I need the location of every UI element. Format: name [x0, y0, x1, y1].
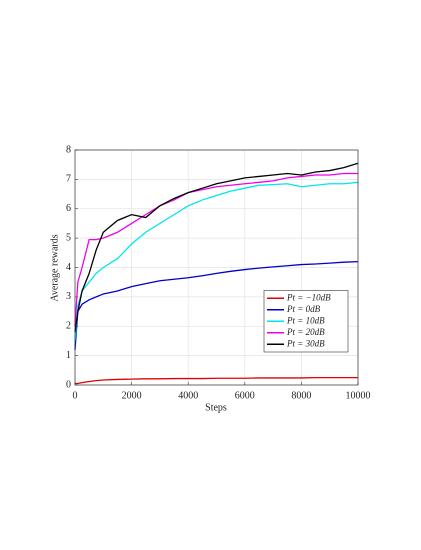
- y-tick-label: 6: [66, 203, 71, 214]
- series-line: [74, 172, 358, 327]
- x-tick-label: 6000: [235, 390, 255, 401]
- series-line: [74, 260, 359, 350]
- x-tick-label: 10000: [346, 390, 371, 401]
- x-tick-label: 4000: [178, 390, 198, 401]
- y-tick-label: 3: [66, 291, 71, 302]
- y-tick-label: 7: [66, 174, 71, 185]
- legend-label: Pt = 0dB: [286, 304, 321, 314]
- y-tick-label: 0: [66, 379, 71, 390]
- x-tick-label: 0: [73, 390, 78, 401]
- y-tick-label: 2: [66, 321, 71, 332]
- y-tick-label: 4: [66, 262, 71, 273]
- axes-box: [74, 149, 359, 386]
- legend-label: Pt = 30dB: [286, 338, 325, 348]
- y-tick-label: 8: [66, 144, 71, 155]
- legend-label: Pt = −10dB: [286, 292, 331, 302]
- x-tick-label: 2000: [122, 390, 142, 401]
- series-line: [74, 162, 359, 333]
- y-tick-label: 5: [66, 232, 71, 243]
- legend-label: Pt = 10dB: [286, 315, 325, 325]
- y-axis-label: Average rewards: [49, 234, 60, 301]
- series-line: [74, 181, 359, 341]
- series-line: [75, 377, 358, 385]
- legend-label: Pt = 20dB: [286, 327, 325, 337]
- x-tick-label: 8000: [291, 390, 311, 401]
- y-tick-label: 1: [66, 350, 71, 361]
- x-axis-label: Steps: [205, 402, 227, 413]
